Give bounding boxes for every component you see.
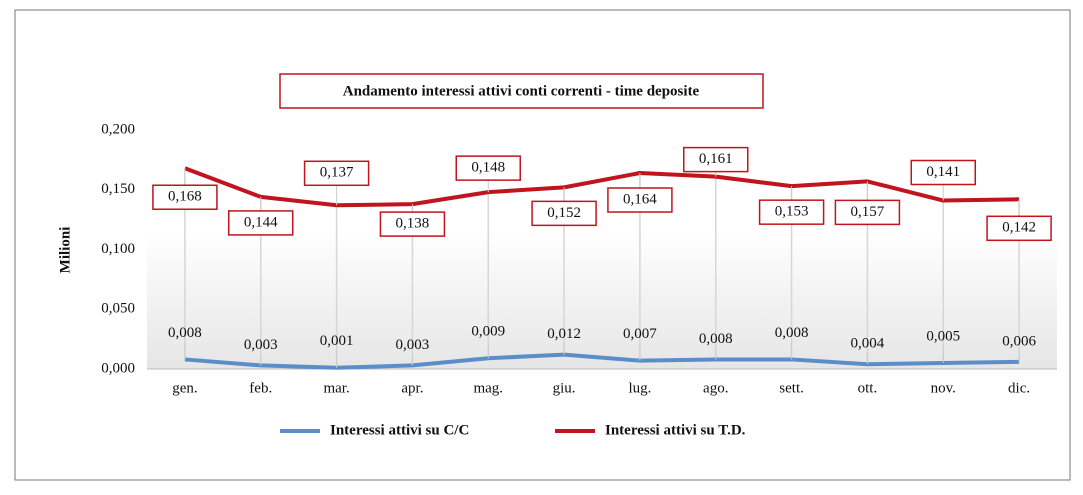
data-label-box <box>228 210 294 236</box>
data-label: 0,164 <box>623 191 657 207</box>
x-tick-label: giu. <box>553 380 576 396</box>
y-tick-label: 0,200 <box>101 121 135 137</box>
data-label-box <box>379 211 446 237</box>
x-tick-label: mar. <box>323 380 349 396</box>
data-label-box <box>455 155 521 181</box>
data-label-box <box>834 199 901 226</box>
chart-title: Andamento interessi attivi conti corrent… <box>343 83 700 99</box>
x-tick-label: apr. <box>401 380 423 396</box>
data-label: 0,008 <box>168 325 202 341</box>
series-line <box>184 166 1020 208</box>
y-tick-label: 0,100 <box>101 241 135 257</box>
title-box <box>279 73 764 109</box>
data-label: 0,138 <box>396 216 430 232</box>
x-tick-label: gen. <box>172 380 197 396</box>
data-label-box <box>986 215 1052 242</box>
data-label: 0,001 <box>320 333 354 349</box>
data-label: 0,008 <box>699 331 733 347</box>
x-tick-label: nov. <box>931 380 956 396</box>
x-tick-label: sett. <box>779 380 804 396</box>
data-label: 0,144 <box>244 214 278 230</box>
data-label: 0,003 <box>396 337 430 353</box>
data-label: 0,005 <box>926 328 960 344</box>
series-line <box>184 352 1020 370</box>
x-tick-label: lug. <box>628 380 651 396</box>
data-label: 0,161 <box>699 151 733 167</box>
data-label-box <box>683 146 749 173</box>
data-label: 0,012 <box>547 326 581 342</box>
data-label-box <box>152 184 218 210</box>
data-label: 0,003 <box>244 337 278 353</box>
x-tick-label: mag. <box>473 380 503 396</box>
x-tick-label: ott. <box>858 380 878 396</box>
data-label-box <box>607 187 673 213</box>
data-label: 0,153 <box>775 204 809 220</box>
data-label: 0,152 <box>547 205 581 221</box>
data-label: 0,137 <box>320 165 354 181</box>
data-label-box <box>531 200 597 227</box>
data-label: 0,008 <box>775 325 809 341</box>
plot-background <box>147 230 1057 369</box>
x-tick-label: feb. <box>249 380 272 396</box>
data-label: 0,142 <box>1002 220 1036 236</box>
data-label-box <box>758 199 825 225</box>
legend-label: Interessi attivi su C/C <box>330 422 469 438</box>
data-label: 0,006 <box>1002 333 1036 349</box>
y-tick-label: 0,150 <box>101 181 135 197</box>
legend-label: Interessi attivi su T.D. <box>605 422 746 438</box>
data-label-box <box>303 160 370 187</box>
data-label: 0,004 <box>851 336 885 352</box>
x-tick-label: ago. <box>703 380 728 396</box>
data-label: 0,007 <box>623 326 657 342</box>
x-tick-label: dic. <box>1008 380 1030 396</box>
y-tick-label: 0,000 <box>101 360 135 376</box>
y-axis-label: Milioni <box>57 227 73 274</box>
data-label: 0,168 <box>168 189 202 205</box>
data-label: 0,141 <box>926 164 960 180</box>
y-tick-label: 0,050 <box>101 301 135 317</box>
data-label-box <box>910 159 976 186</box>
data-label: 0,148 <box>471 160 505 176</box>
data-label: 0,157 <box>851 204 885 220</box>
data-label: 0,009 <box>471 324 505 340</box>
